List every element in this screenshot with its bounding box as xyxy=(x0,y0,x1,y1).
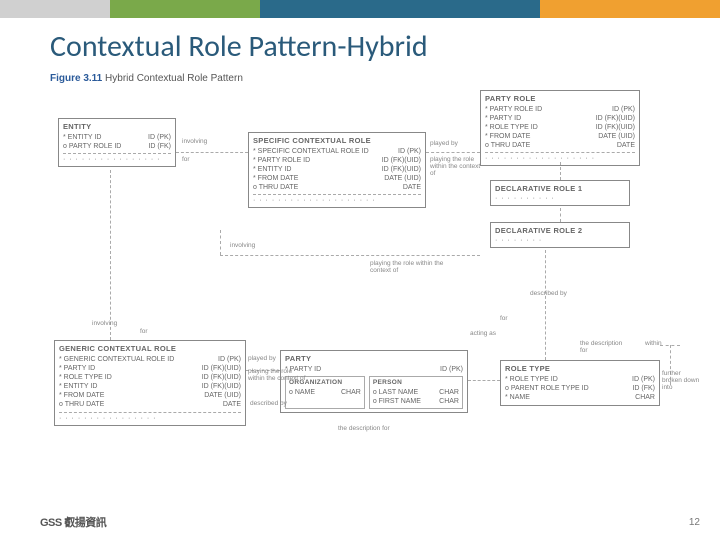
connector xyxy=(110,170,111,340)
rel-label: within xyxy=(645,340,662,347)
figure-prefix: Figure 3.11 xyxy=(50,73,102,84)
rel-label: acting as xyxy=(470,330,496,337)
connector xyxy=(220,255,480,256)
connector xyxy=(176,152,248,153)
logo-cn: 叡揚資訊 xyxy=(64,517,106,529)
connector xyxy=(560,208,561,222)
connector xyxy=(660,345,680,346)
entity-box-decl1: DECLARATIVE ROLE 1 · · · · · · · · · · xyxy=(490,180,630,206)
entity-title: ROLE TYPE xyxy=(505,364,655,373)
connector xyxy=(560,162,561,180)
topbar-seg-4 xyxy=(540,0,720,18)
connector xyxy=(220,230,221,255)
logo: GSS 叡揚資訊 xyxy=(40,514,106,530)
entity-title: PARTY xyxy=(285,354,463,363)
rel-label: playing the role within the context of xyxy=(370,260,450,274)
connector xyxy=(545,250,546,360)
entity-box-role-type: ROLE TYPE * ROLE TYPE IDID (PK) o PARENT… xyxy=(500,360,660,406)
diagram-canvas: ENTITY * ENTITY IDID (PK) o PARTY ROLE I… xyxy=(40,90,680,490)
rel-label: playing the role within the context of xyxy=(248,368,308,382)
rel-label: playing the role within the context of xyxy=(430,156,485,177)
entity-box-entity: ENTITY * ENTITY IDID (PK) o PARTY ROLE I… xyxy=(58,118,176,167)
figure-text: Hybrid Contextual Role Pattern xyxy=(105,73,243,84)
figure-caption: Figure 3.11 Hybrid Contextual Role Patte… xyxy=(0,73,720,84)
topbar-seg-2 xyxy=(110,0,260,18)
entity-box-generic-ctx: GENERIC CONTEXTUAL ROLE * GENERIC CONTEX… xyxy=(54,340,246,426)
entity-title: SPECIFIC CONTEXTUAL ROLE xyxy=(253,136,421,145)
rel-label: played by xyxy=(430,140,458,147)
rel-label: further broken down into xyxy=(662,370,702,391)
slide-title: Contextual Role Pattern-Hybrid xyxy=(0,18,720,73)
rel-label: described by xyxy=(250,400,290,407)
entity-box-person: PERSON o LAST NAMECHAR o FIRST NAMECHAR xyxy=(369,376,463,409)
rel-label: for xyxy=(500,315,508,322)
entity-title: DECLARATIVE ROLE 2 xyxy=(495,226,625,235)
topbar-seg-3 xyxy=(260,0,540,18)
entity-title: ENTITY xyxy=(63,122,171,131)
page-number: 12 xyxy=(689,517,700,528)
rel-label: involving xyxy=(92,320,117,327)
entity-box-decl2: DECLARATIVE ROLE 2 · · · · · · · · xyxy=(490,222,630,248)
entity-title: PARTY ROLE xyxy=(485,94,635,103)
connector xyxy=(426,152,480,153)
footer: GSS 叡揚資訊 12 xyxy=(0,510,720,530)
entity-box-party: PARTY * PARTY IDID (PK) ORGANIZATION o N… xyxy=(280,350,468,413)
connector xyxy=(468,380,500,381)
topbar-seg-1 xyxy=(0,0,110,18)
entity-title: GENERIC CONTEXTUAL ROLE xyxy=(59,344,241,353)
rel-label: involving xyxy=(182,138,207,145)
entity-title: DECLARATIVE ROLE 1 xyxy=(495,184,625,193)
rel-label: involving xyxy=(230,242,255,249)
rel-label: the description for xyxy=(338,425,398,432)
rel-label: played by xyxy=(248,355,276,362)
rel-label: for xyxy=(182,156,190,163)
rel-label: described by xyxy=(530,290,570,297)
top-bar xyxy=(0,0,720,18)
entity-box-specific-ctx: SPECIFIC CONTEXTUAL ROLE * SPECIFIC CONT… xyxy=(248,132,426,208)
logo-text: GSS xyxy=(40,517,62,529)
entity-box-party-role: PARTY ROLE * PARTY ROLE IDID (PK) * PART… xyxy=(480,90,640,166)
rel-label: for xyxy=(140,328,148,335)
rel-label: the description for xyxy=(580,340,630,354)
